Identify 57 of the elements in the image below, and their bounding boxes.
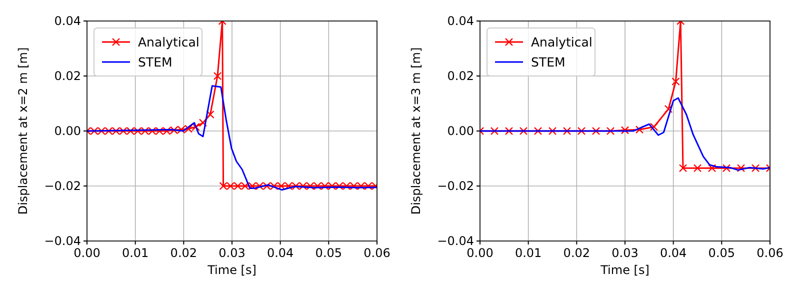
y-tick-label: 0.02 xyxy=(447,69,474,84)
point xyxy=(708,164,716,172)
y-axis-title: Displacement at x=3 m [m] xyxy=(409,47,423,215)
x-tick-label: 0.04 xyxy=(660,246,687,260)
x-tick-label: 0.01 xyxy=(122,246,149,260)
x-tick-label: 0.00 xyxy=(74,246,100,260)
x-tick-label: 0.01 xyxy=(514,246,542,260)
y-tick-label: −0.02 xyxy=(44,179,81,194)
x-tick-label: 0.04 xyxy=(266,246,294,260)
x-tick-label: 0.06 xyxy=(756,246,784,260)
x-tick-label: 0.00 xyxy=(466,246,494,260)
x-tick-label: 0.03 xyxy=(612,246,638,260)
y-tick-label: −0.02 xyxy=(437,179,474,194)
line-series xyxy=(480,97,770,171)
point xyxy=(592,126,600,136)
line-series xyxy=(87,85,377,191)
point xyxy=(198,118,208,127)
point xyxy=(519,126,528,136)
y-tick-label: −0.04 xyxy=(44,234,81,248)
x-tick-label: 0.03 xyxy=(218,246,246,260)
y-tick-label: 0.04 xyxy=(447,14,474,28)
point xyxy=(490,126,499,136)
x-tick-label: 0.06 xyxy=(364,246,390,260)
y-tick-label: −0.04 xyxy=(437,234,474,248)
legend-label: Analytical xyxy=(531,34,592,50)
legend-label: STEM xyxy=(531,54,566,70)
point xyxy=(635,126,644,134)
point xyxy=(534,126,542,136)
x-axis-title: Time [s] xyxy=(206,263,256,277)
legend-label: STEM xyxy=(138,54,172,70)
y-tick-label: 0.04 xyxy=(54,14,81,28)
y-axis-title: Displacement at x=2 m [m] xyxy=(16,47,30,215)
point xyxy=(722,164,731,172)
point xyxy=(751,164,760,172)
point xyxy=(206,110,214,119)
point xyxy=(672,77,680,86)
y-tick-label: 0.00 xyxy=(447,124,474,138)
x-axis-title: Time [s] xyxy=(600,263,650,277)
point xyxy=(693,164,702,172)
legend-label: Analytical xyxy=(138,34,200,50)
x-tick-label: 0.05 xyxy=(315,246,342,260)
point xyxy=(562,126,572,136)
point xyxy=(504,126,514,136)
x-tick-label: 0.02 xyxy=(563,246,590,260)
point xyxy=(213,72,222,80)
x-tick-label: 0.02 xyxy=(170,246,198,260)
y-tick-label: 0.02 xyxy=(54,69,81,84)
point xyxy=(664,104,673,114)
point xyxy=(620,126,630,134)
y-tick-label: 0.00 xyxy=(54,124,81,138)
x-tick-label: 0.05 xyxy=(708,246,736,260)
point xyxy=(577,126,586,136)
point xyxy=(606,126,615,136)
point xyxy=(548,126,557,136)
point xyxy=(678,164,688,172)
point xyxy=(736,164,746,172)
point xyxy=(650,122,658,131)
